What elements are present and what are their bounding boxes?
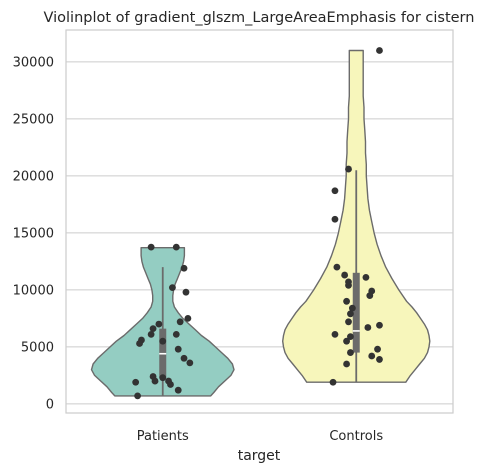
data-points [132, 47, 383, 400]
data-point [348, 304, 356, 312]
data-point [176, 318, 184, 326]
data-point [174, 345, 182, 353]
data-point [174, 386, 182, 394]
y-tick-label: 25000 [13, 112, 54, 127]
data-point [132, 378, 140, 386]
data-point [366, 292, 374, 299]
data-point [343, 360, 350, 368]
data-point [149, 325, 157, 333]
data-point [180, 264, 188, 272]
x-tick-label: Patients [137, 429, 189, 444]
data-point [345, 165, 352, 173]
data-point [159, 337, 167, 345]
data-point [368, 352, 376, 360]
axes: 0 5000 10000 15000 20000 25000 30000 Patients Co… [13, 29, 454, 444]
data-point [172, 243, 180, 251]
chart-title: Violinplot of gradient_glszm_LargeAreaEm… [44, 10, 475, 26]
data-point [376, 47, 383, 54]
data-point [347, 333, 354, 341]
data-point [343, 297, 350, 305]
data-point [364, 324, 372, 331]
data-point [347, 310, 354, 318]
y-tick-label: 20000 [13, 169, 54, 184]
data-point [329, 378, 337, 386]
data-point [182, 288, 190, 296]
y-tick-label: 5000 [21, 340, 54, 355]
data-point [345, 318, 352, 326]
data-point [136, 340, 143, 347]
data-point [134, 392, 141, 400]
data-point [155, 320, 163, 328]
data-point [186, 359, 194, 367]
data-point [331, 215, 339, 223]
data-point [374, 345, 381, 353]
data-point [172, 330, 180, 338]
data-point [331, 187, 339, 195]
plot-frame [65, 29, 454, 414]
data-point [180, 354, 188, 362]
data-point [347, 349, 354, 356]
data-point [376, 321, 383, 329]
data-point [147, 330, 155, 338]
data-point [184, 314, 192, 322]
data-point [159, 374, 167, 382]
data-point [343, 337, 350, 345]
data-point [345, 281, 352, 289]
y-tick-label: 30000 [13, 55, 54, 70]
data-point [341, 271, 349, 279]
data-point [151, 377, 159, 385]
data-point [333, 263, 341, 271]
iqr-box [352, 272, 360, 353]
data-point [167, 381, 174, 388]
y-tick-label: 15000 [13, 226, 54, 241]
data-point [376, 356, 383, 363]
x-tick-label: Controls [329, 429, 383, 444]
data-point [362, 273, 370, 281]
y-tick-label: 0 [46, 397, 54, 412]
data-point [147, 243, 155, 251]
y-tick-label: 10000 [13, 283, 54, 298]
data-point [169, 284, 176, 292]
data-point [331, 330, 339, 338]
x-axis-label: target [238, 448, 281, 464]
